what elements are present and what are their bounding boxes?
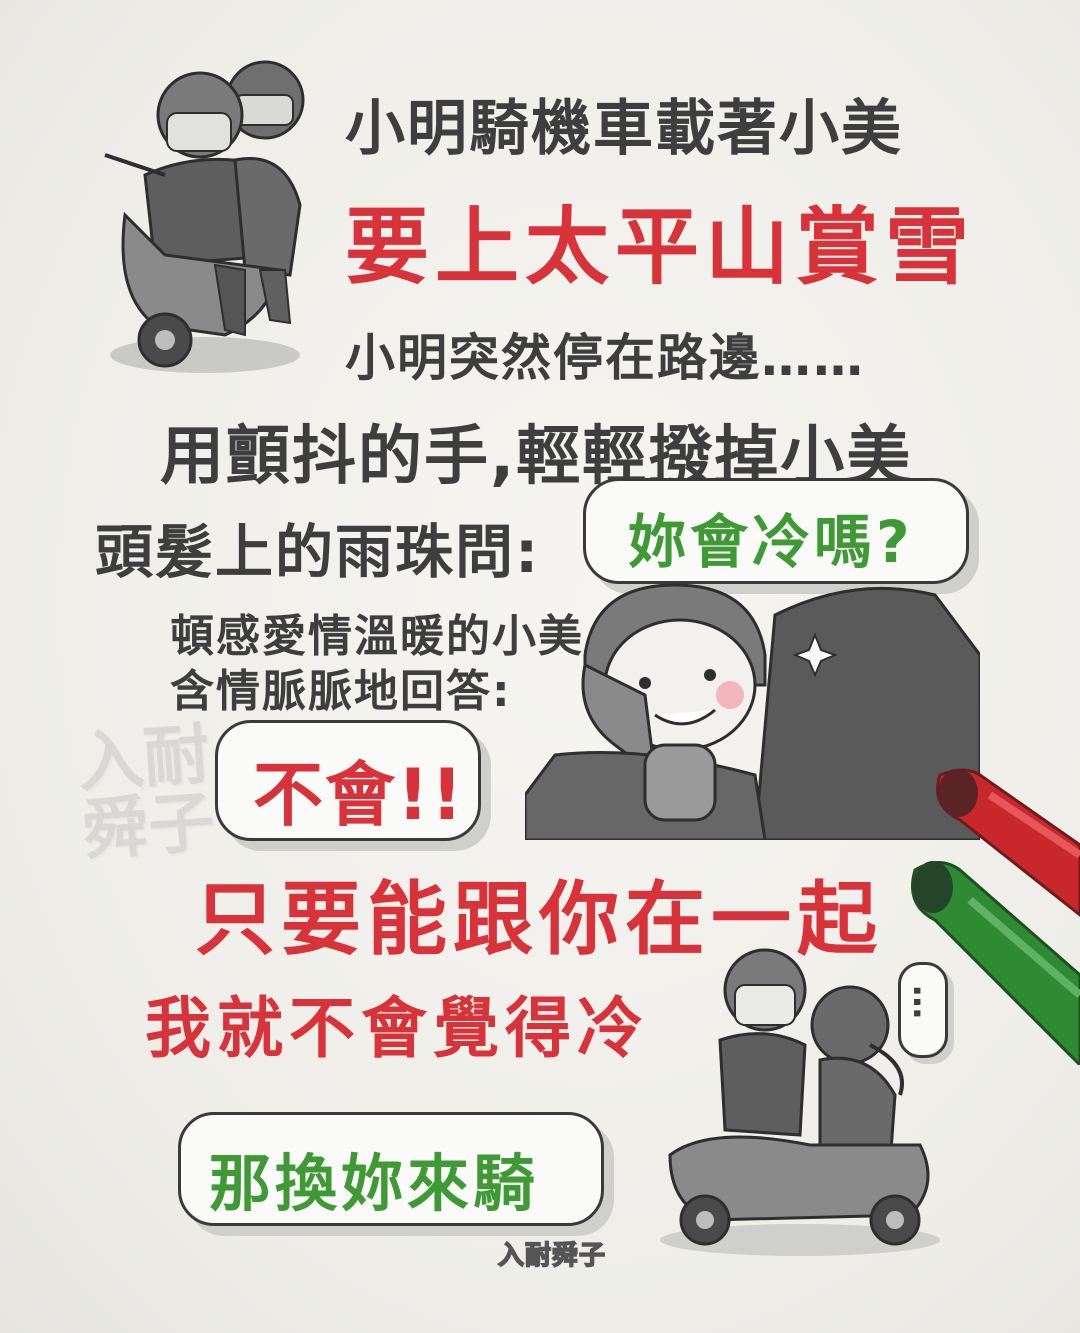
narration-line-3: 小明突然停在路邊…… <box>345 329 865 387</box>
watermark: 入耐 舜子 <box>75 716 217 870</box>
narration-line-5: 頭髮上的雨珠問: <box>95 518 541 586</box>
artist-signature: 入耐舜子 <box>497 1240 607 1272</box>
question-bubble: 妳會冷嗎? <box>583 478 969 584</box>
ellipsis-bubble: … <box>898 962 948 1058</box>
headline-line-2: 要上太平山賞雪 <box>345 198 976 296</box>
narration-line-7: 含情脈脈地回答: <box>170 666 512 717</box>
scooter-couple-illustration <box>104 60 305 373</box>
watermark-bottom: 舜子 <box>79 783 217 870</box>
red-marker-illustration <box>936 768 1080 917</box>
answer-bubble-text: 不會!! <box>253 754 465 836</box>
question-bubble-text: 妳會冷嗎? <box>628 508 914 576</box>
punchline-line-9: 我就不會覺得冷 <box>145 990 649 1067</box>
narration-line-1: 小明騎機車載著小美 <box>345 94 903 164</box>
answer-bubble: 不會!! <box>215 720 481 841</box>
narration-line-6: 頓感愛情溫暖的小美 <box>170 611 584 662</box>
green-marker-illustration <box>911 861 1080 1065</box>
scooter-ending-illustration <box>660 948 940 1256</box>
girl-face-illustration <box>525 583 980 840</box>
final-bubble-text: 那換妳來騎 <box>209 1147 540 1220</box>
final-bubble: 那換妳來騎 <box>178 1112 604 1226</box>
ellipsis-bubble-text: … <box>905 985 945 1019</box>
